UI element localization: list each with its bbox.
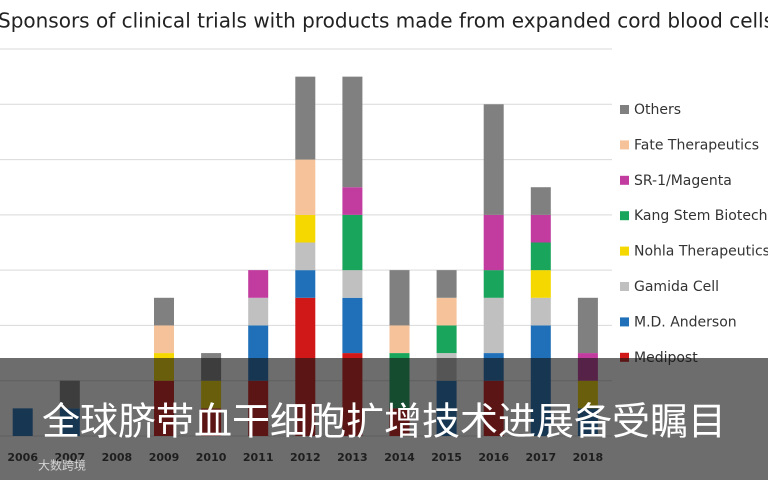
bar-segment — [295, 270, 316, 298]
legend-swatch — [620, 282, 629, 291]
bar-segment — [342, 187, 363, 215]
legend-label: Gamida Cell — [634, 279, 719, 295]
legend-label: SR-1/Magenta — [634, 173, 732, 189]
legend-label: Kang Stem Biotech — [634, 208, 768, 224]
bar-segment — [295, 159, 316, 215]
legend-swatch — [620, 352, 629, 362]
bar-segment — [483, 270, 504, 298]
legend-swatch — [620, 211, 629, 221]
bar-segment — [436, 270, 457, 298]
bar-segment — [389, 325, 410, 354]
bar-segment — [295, 214, 316, 243]
bar-segment — [436, 325, 457, 354]
bar-segment — [530, 242, 551, 271]
legend-label: Others — [634, 102, 681, 118]
chart-title: Sponsors of clinical trials with product… — [0, 9, 768, 33]
bar-segment — [389, 270, 410, 326]
bar-segment — [248, 270, 269, 298]
bar-segment — [530, 214, 551, 243]
legend-swatch — [620, 175, 629, 185]
bar-segment — [342, 270, 363, 298]
legend-swatch — [620, 317, 629, 327]
bar-segment — [530, 270, 551, 298]
bar-segment — [483, 214, 504, 271]
legend-label: Nohla Therapeutics — [634, 244, 768, 260]
bar-segment — [530, 187, 551, 215]
legend-swatch — [620, 105, 629, 114]
bar-segment — [248, 297, 269, 326]
legend-label: Fate Therapeutics — [634, 137, 759, 153]
legend-swatch — [620, 246, 629, 256]
bar-segment — [154, 325, 174, 354]
bar-segment — [577, 297, 598, 354]
bar-segment — [530, 297, 551, 326]
bar-segment — [342, 214, 363, 271]
bar-segment — [342, 76, 363, 188]
bar-segment — [436, 297, 457, 326]
watermark: 大数跨境 — [38, 458, 86, 473]
overlay-band — [0, 358, 768, 480]
overlay-headline: 全球脐带血干细胞扩增技术进展备受瞩目 — [42, 400, 726, 444]
bar-segment — [342, 297, 363, 354]
bar-segment — [295, 242, 316, 271]
bar-segment — [483, 104, 504, 215]
legend-label: M.D. Anderson — [634, 314, 737, 330]
bar-segment — [483, 297, 504, 354]
bar-segment — [154, 297, 174, 326]
legend-swatch — [620, 140, 629, 150]
bar-segment — [295, 76, 316, 160]
